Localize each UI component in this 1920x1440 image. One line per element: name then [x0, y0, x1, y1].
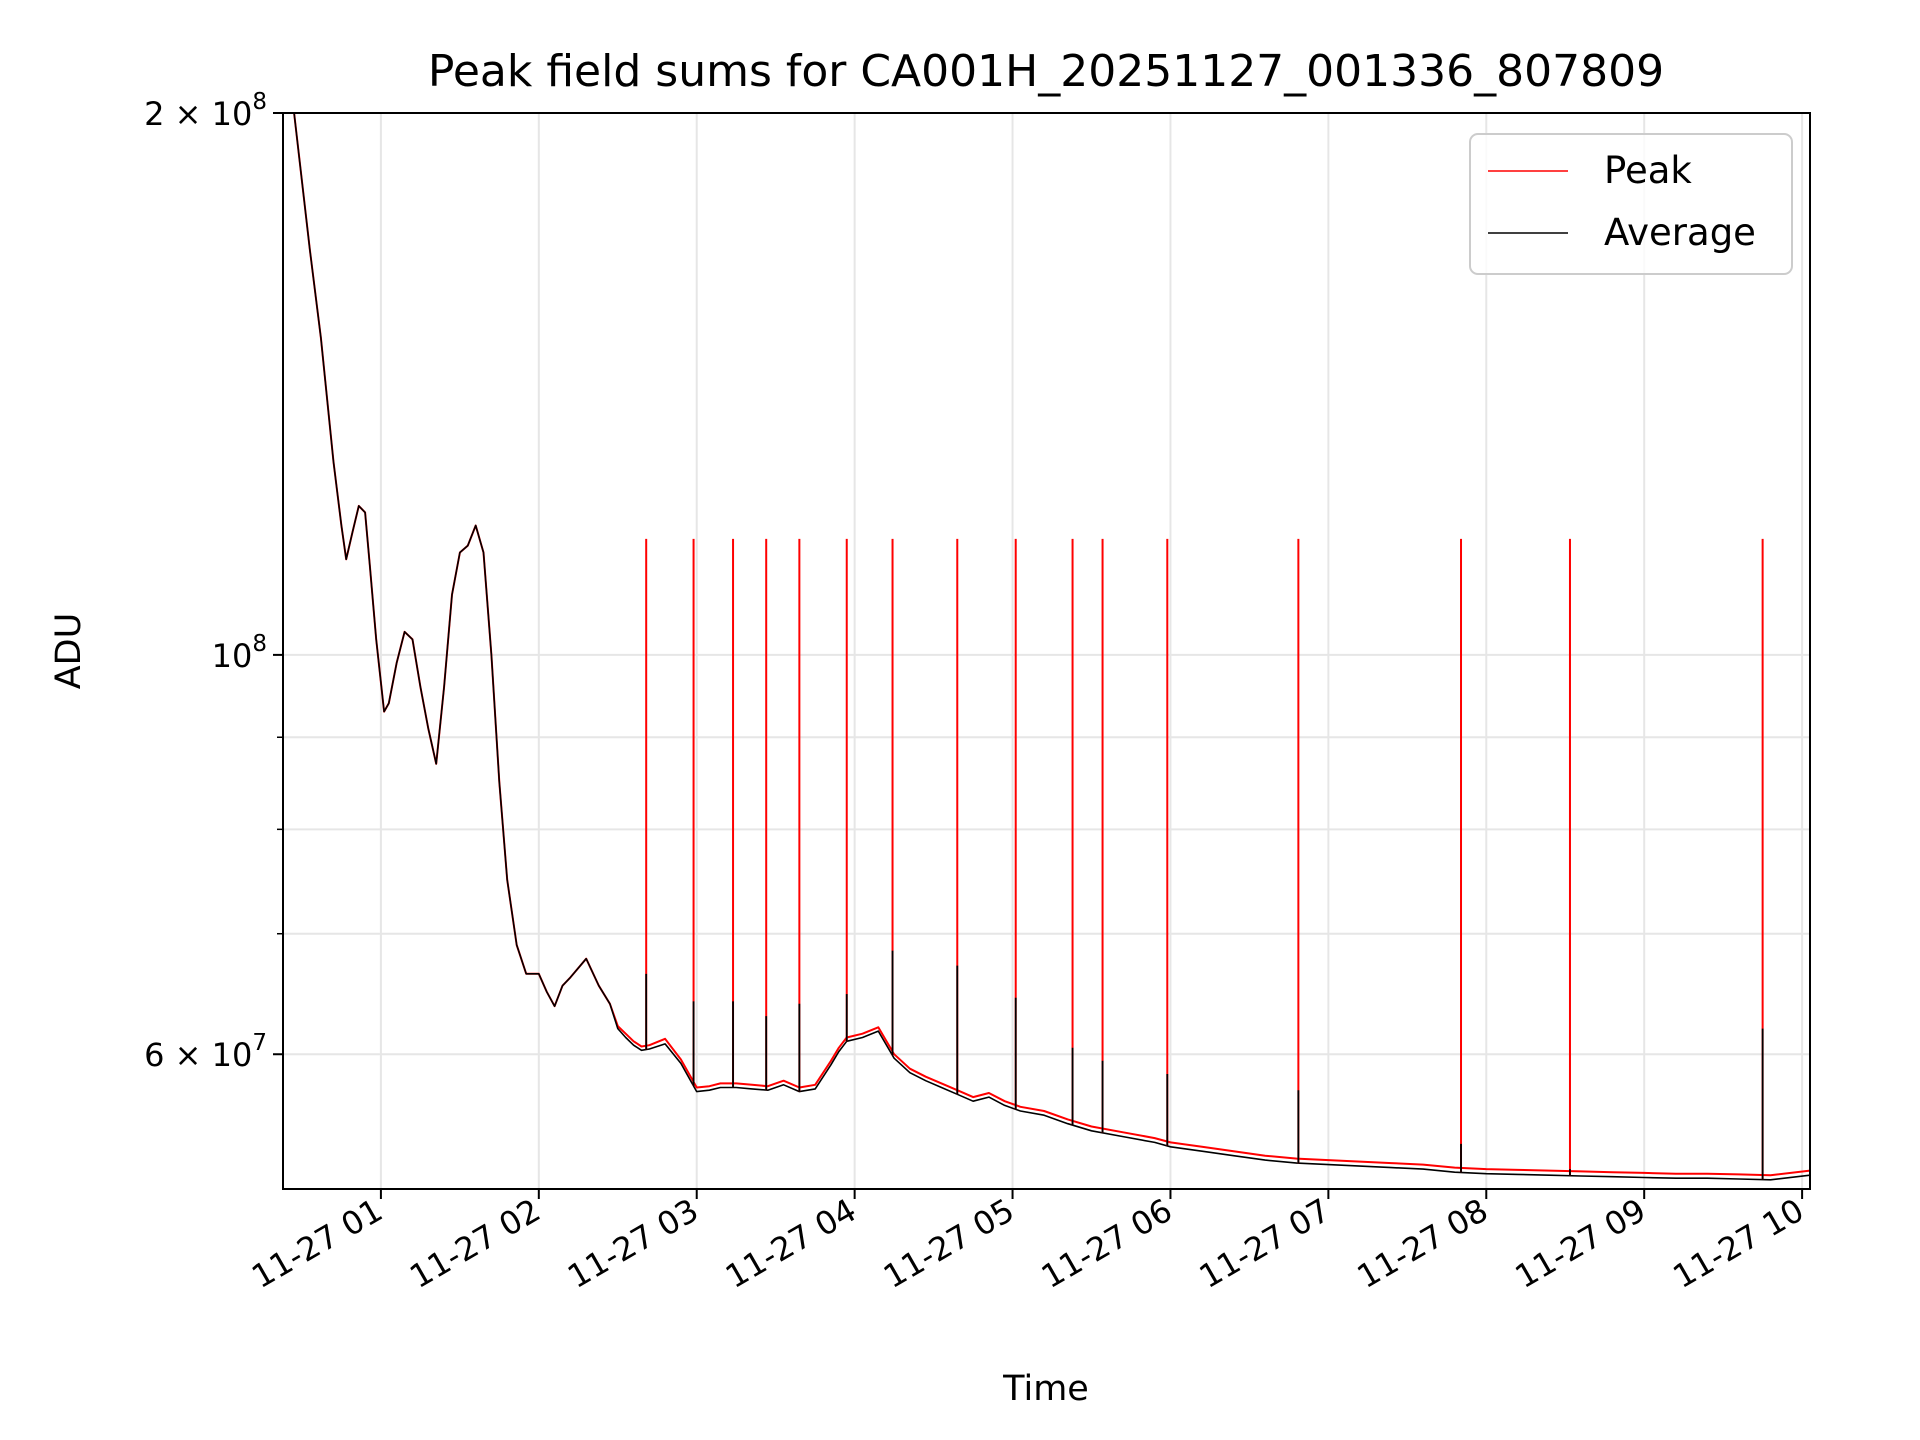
- average-line: [283, 113, 1810, 1181]
- y-tick-label: 6 × 107: [144, 1030, 267, 1074]
- plot-area: [283, 113, 1810, 1181]
- plot-frame: [282, 112, 1811, 1190]
- legend: Peak Average: [1469, 133, 1793, 275]
- y-tick-label: 2 × 108: [144, 89, 267, 133]
- y-axis-label: ADU: [49, 613, 89, 690]
- x-axis-label: Time: [1002, 1369, 1089, 1409]
- series-layer: [283, 113, 1810, 1181]
- legend-average-label: Average: [1604, 211, 1756, 254]
- chart-title: Peak field sums for CA001H_20251127_0013…: [428, 46, 1664, 97]
- legend-peak-label: Peak: [1604, 149, 1692, 192]
- legend-box: [1469, 133, 1793, 275]
